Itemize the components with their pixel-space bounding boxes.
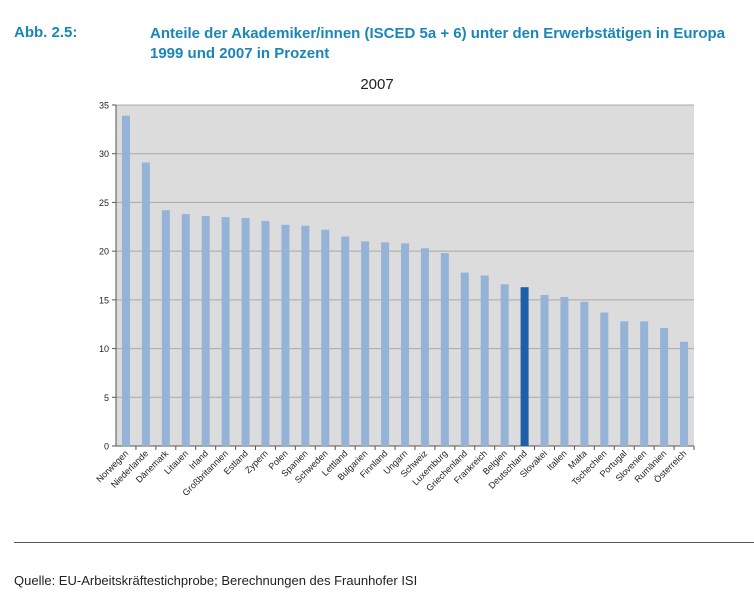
bar <box>321 229 330 446</box>
bar <box>500 284 509 446</box>
bar <box>361 241 370 446</box>
bar <box>121 115 130 447</box>
bar <box>420 248 429 446</box>
bar <box>241 218 250 446</box>
chart-title: 2007 <box>360 76 394 93</box>
divider <box>14 542 754 543</box>
bar <box>520 287 529 446</box>
bar <box>281 224 290 446</box>
bar <box>181 214 190 446</box>
bar-chart: 05101520253035NorwegenNiederlandeDänemar… <box>94 101 695 498</box>
bar <box>580 301 589 446</box>
bar <box>460 272 469 446</box>
bar <box>560 296 569 446</box>
y-tick-label: 20 <box>99 247 109 257</box>
bar <box>381 242 390 446</box>
y-tick-label: 25 <box>99 198 109 208</box>
bar <box>680 341 689 446</box>
y-tick-label: 10 <box>99 344 109 354</box>
bar <box>480 275 489 446</box>
bar <box>161 210 170 446</box>
x-tick-label: Italien <box>545 448 569 472</box>
bar <box>620 321 629 446</box>
bar <box>440 253 449 446</box>
y-tick-label: 30 <box>99 149 109 159</box>
bar <box>640 321 649 446</box>
bar <box>201 216 210 446</box>
y-tick-label: 5 <box>104 393 109 403</box>
y-tick-label: 15 <box>99 295 109 305</box>
y-tick-label: 0 <box>104 442 109 452</box>
source-note: Quelle: EU-Arbeitskräftestichprobe; Bere… <box>14 573 418 588</box>
bar <box>261 220 270 446</box>
bar <box>401 243 409 446</box>
x-tick-label: Zypern <box>243 448 270 475</box>
bar <box>600 312 609 446</box>
bar <box>301 225 310 446</box>
y-tick-label: 35 <box>99 101 109 111</box>
bar <box>141 162 150 446</box>
bar <box>540 294 549 446</box>
bar <box>660 328 669 446</box>
figure-label: Abb. 2.5: <box>14 24 78 41</box>
figure-title: Anteile der Akademiker/innen (ISCED 5a +… <box>150 25 726 62</box>
bar <box>341 236 350 446</box>
bar <box>221 217 230 446</box>
